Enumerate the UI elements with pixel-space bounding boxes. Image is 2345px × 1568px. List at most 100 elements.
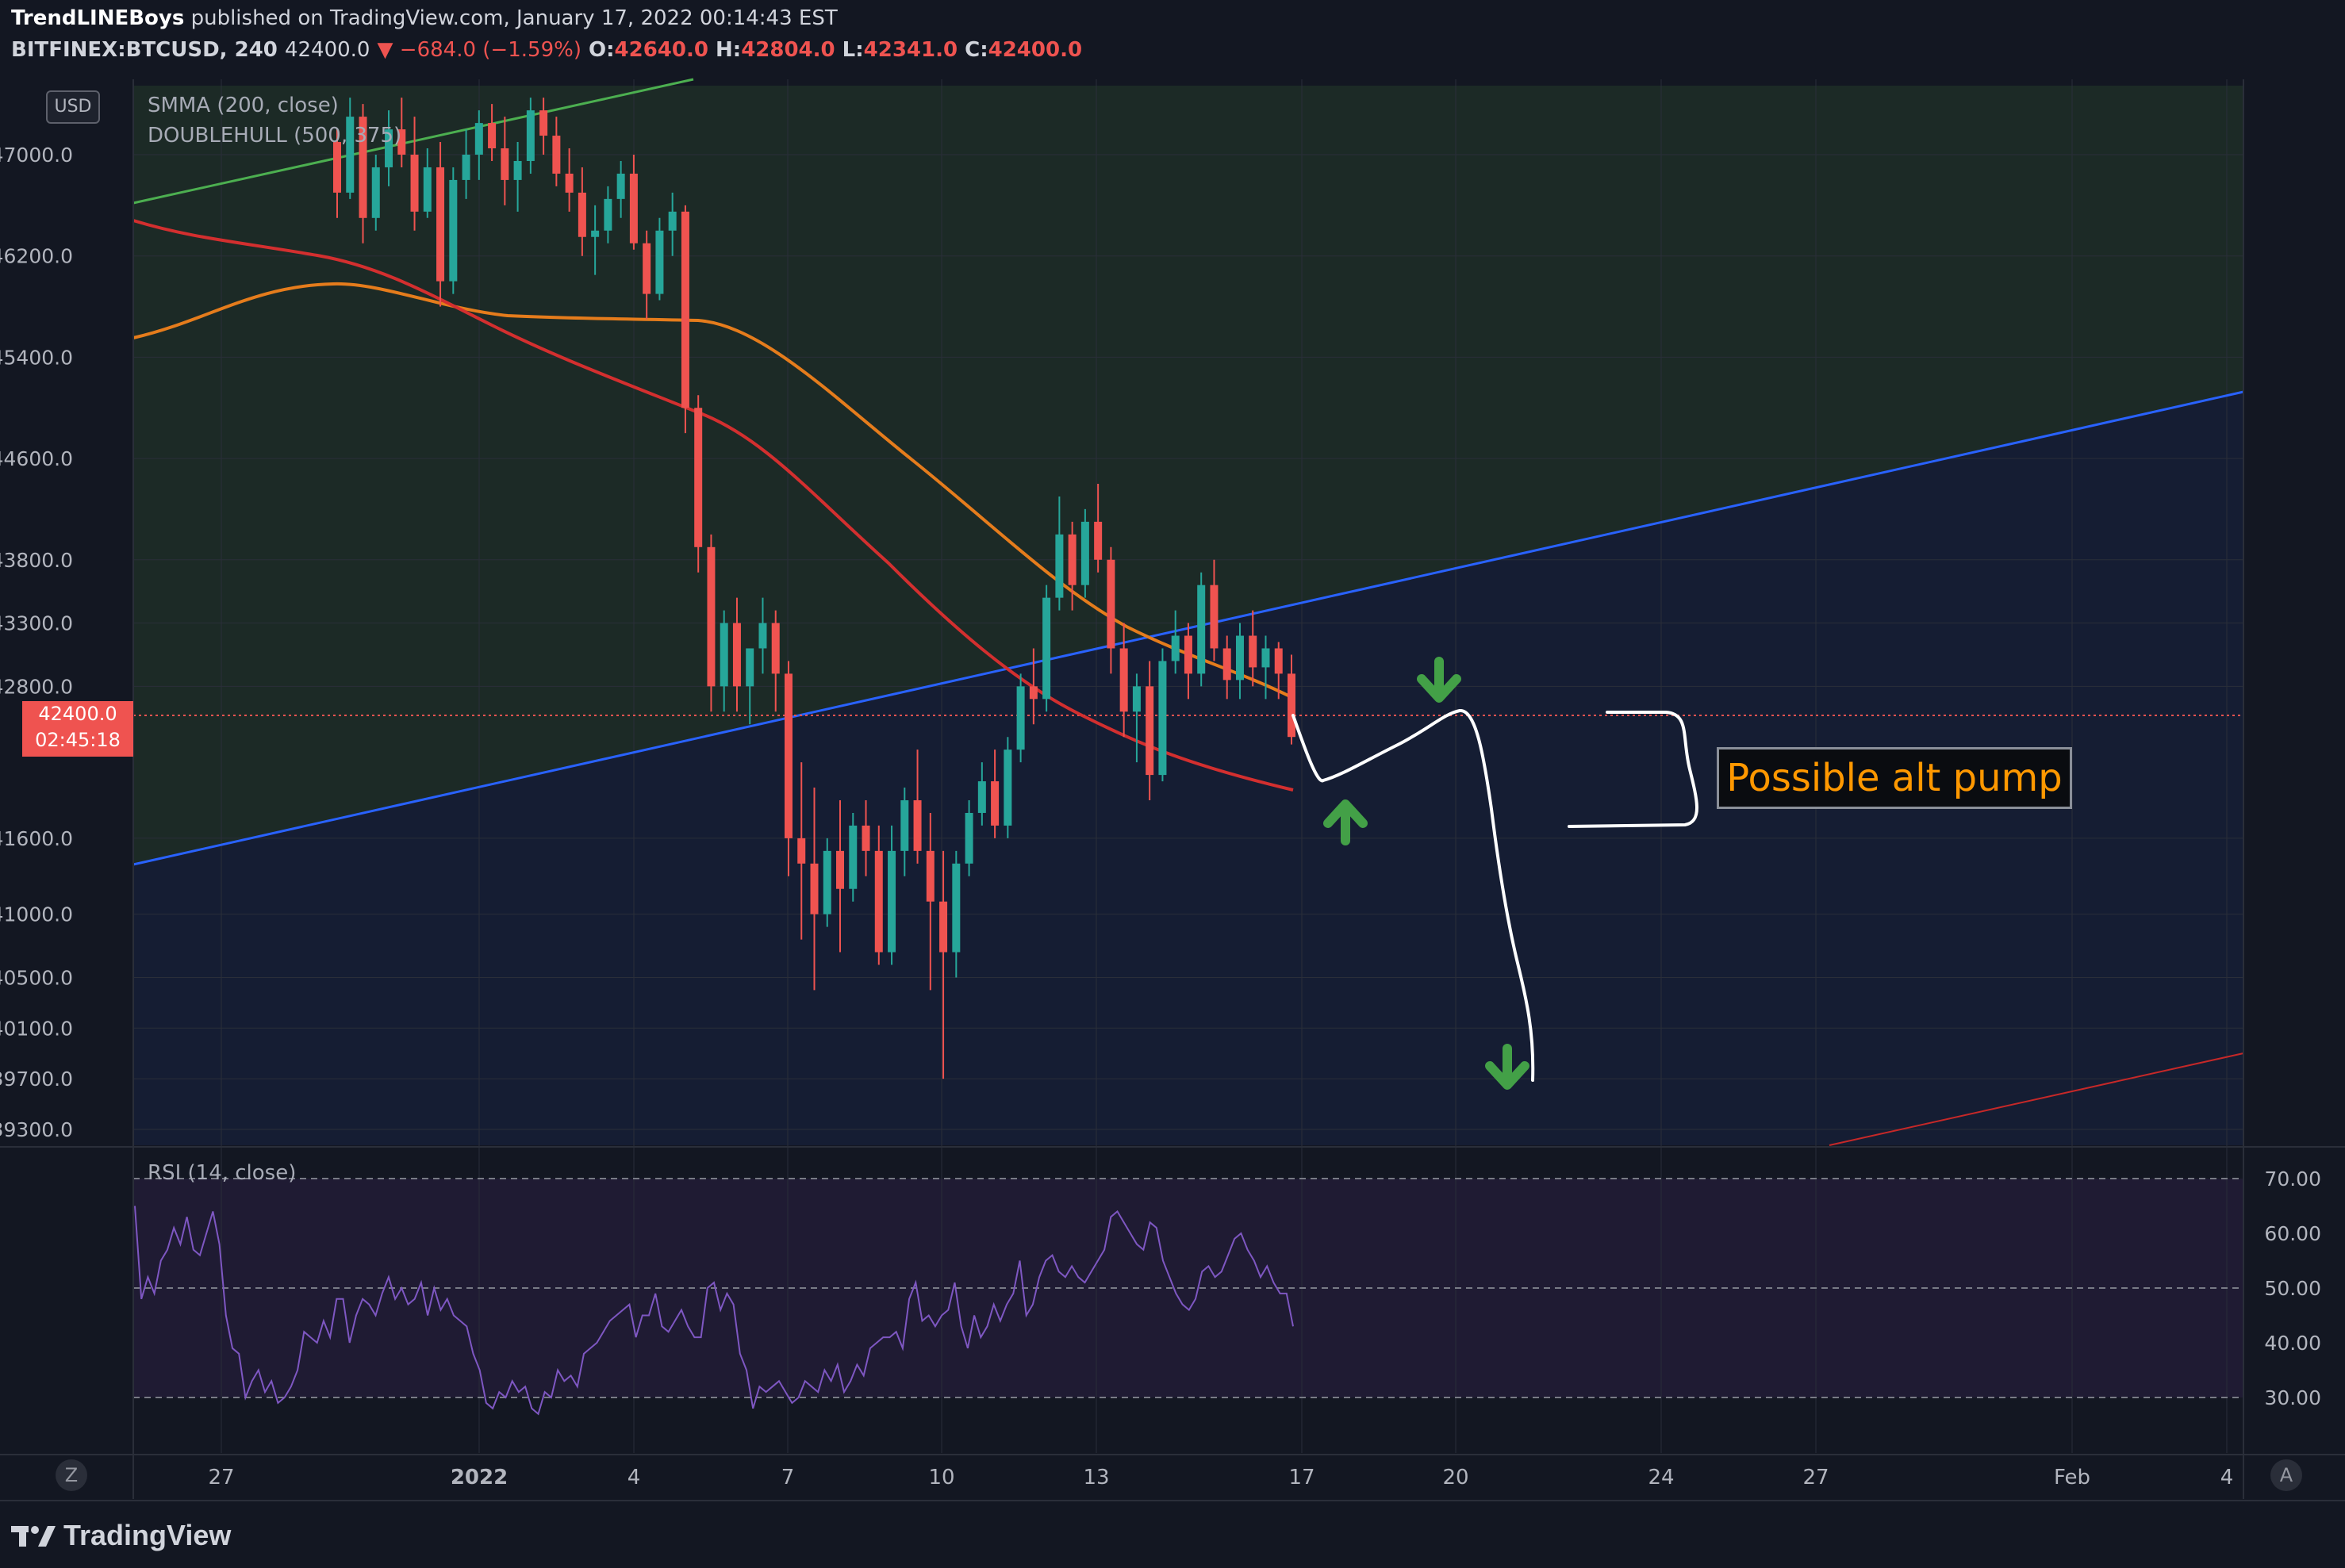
candle-body	[797, 838, 806, 864]
candle-body	[758, 623, 767, 649]
price-tick-label: 39300.0	[0, 1118, 73, 1141]
price-tick-label: 39700.0	[0, 1068, 73, 1091]
candle-body	[1094, 521, 1103, 560]
candle-body	[578, 192, 586, 237]
projection-path	[1291, 709, 1535, 1082]
price-tick-label: 46200.0	[0, 245, 73, 268]
candle-body	[643, 243, 651, 294]
price-tick-label: 43800.0	[0, 549, 73, 572]
candle-body	[939, 901, 948, 953]
candle-body	[720, 623, 728, 687]
candle-body	[1016, 686, 1025, 750]
candle-body	[1158, 661, 1167, 776]
last-price: 42400.0	[284, 38, 370, 62]
footer-brand[interactable]: TradingView	[11, 1519, 231, 1551]
candle-body	[746, 648, 754, 687]
time-tick-label: 4	[628, 1466, 641, 1489]
candle-body	[1029, 686, 1038, 700]
symbol-name[interactable]: BITFINEX:BTCUSD, 240	[11, 38, 278, 62]
candle-body	[488, 123, 497, 149]
rsi-tick-label: 60.00	[2264, 1222, 2321, 1245]
price-tick-label: 47000.0	[0, 144, 73, 167]
time-axis[interactable]: 27 2022 4 7 10 13 17 20 24 27 Feb 4	[208, 1466, 2233, 1489]
candle-body	[1261, 648, 1270, 668]
auto-scale-button[interactable]: A	[2270, 1459, 2302, 1491]
rsi-legend[interactable]: RSI (14, close)	[148, 1161, 297, 1185]
candle-body	[565, 173, 574, 193]
candle-body	[771, 623, 780, 674]
candle-body	[539, 110, 548, 136]
red-trendline	[1829, 1052, 2244, 1146]
low-label: L:	[842, 38, 864, 62]
candle-body	[668, 211, 677, 231]
candle-body	[501, 148, 509, 180]
price-tick-label: 41000.0	[0, 903, 73, 926]
time-tick-label: 27	[208, 1466, 234, 1489]
candle-body	[1184, 635, 1192, 674]
time-tick-label: 4	[2220, 1466, 2234, 1489]
candle-body	[836, 850, 845, 889]
time-tick-label: 20	[1442, 1466, 1468, 1489]
candle-body	[1107, 559, 1115, 649]
candle-body	[604, 198, 612, 231]
time-tick-label: Feb	[2054, 1466, 2090, 1489]
candle-body	[346, 117, 355, 193]
zoom-button-left[interactable]: Z	[56, 1459, 87, 1491]
candle-body	[784, 673, 793, 838]
candle-body	[552, 136, 561, 174]
candle-body	[977, 781, 986, 813]
candle-body	[474, 123, 483, 155]
candle-body	[513, 160, 522, 180]
publish-info: TrendLINEBoys published on TradingView.c…	[11, 6, 838, 30]
bear-zone-bg	[133, 392, 2243, 1145]
rsi-axis[interactable]: 70.00 60.00 50.00 40.00 30.00	[2264, 1167, 2321, 1409]
candle-body	[862, 825, 870, 851]
symbol-info: BITFINEX:BTCUSD, 240 42400.0 ▼ −684.0 (−…	[11, 38, 1082, 62]
time-tick-label: 27	[1802, 1466, 1829, 1489]
smma-legend[interactable]: SMMA (200, close)	[148, 94, 339, 117]
price-tick-label: 45400.0	[0, 346, 73, 369]
candle-body	[410, 155, 419, 212]
candle-body	[1132, 686, 1141, 712]
open-value: 42640.0	[614, 38, 708, 62]
candle-body	[1235, 635, 1244, 680]
candle-body	[823, 850, 831, 914]
publisher-name[interactable]: TrendLINEBoys	[11, 6, 185, 30]
time-tick-label: 10	[928, 1466, 954, 1489]
candle-body	[1197, 585, 1206, 674]
candle-body	[681, 211, 689, 408]
time-tick-label: 2022	[451, 1466, 508, 1489]
last-price-tag: 42400.0 02:45:18	[22, 701, 133, 757]
annotation-note[interactable]: Possible alt pump	[1717, 747, 2072, 809]
candle-body	[371, 167, 380, 218]
rsi-tick-label: 30.00	[2264, 1386, 2321, 1409]
rsi-tick-label: 50.00	[2264, 1277, 2321, 1300]
candle-body	[655, 230, 664, 294]
price-change: ▼ −684.0 (−1.59%)	[377, 38, 581, 62]
time-tick-label: 13	[1083, 1466, 1109, 1489]
tradingview-logo-icon	[11, 1526, 56, 1547]
candle-body	[359, 117, 367, 218]
candle-body	[1249, 635, 1257, 668]
time-tick-label: 7	[781, 1466, 795, 1489]
candle-body	[462, 155, 470, 180]
high-value: 42804.0	[741, 38, 835, 62]
published-text: published on TradingView.com, January 17…	[190, 6, 838, 30]
price-tick-label: 40500.0	[0, 966, 73, 989]
candle-body	[1119, 648, 1128, 712]
candle-body	[1210, 585, 1219, 649]
candle-body	[449, 179, 458, 282]
price-axis[interactable]: 47000.0 46200.0 45400.0 44600.0 43800.0 43300…	[0, 144, 73, 1141]
bracket-drawing	[1568, 711, 1698, 828]
rsi-tick-label: 40.00	[2264, 1332, 2321, 1355]
price-tag-countdown: 02:45:18	[35, 729, 121, 751]
candles	[333, 98, 1295, 1079]
rsi-tick-label: 70.00	[2264, 1167, 2321, 1190]
candle-body	[526, 110, 535, 161]
candle-body	[694, 408, 703, 547]
currency-badge[interactable]: USD	[46, 90, 100, 124]
candle-body	[888, 850, 896, 953]
candle-body	[913, 800, 922, 851]
doublehull-legend[interactable]: DOUBLEHULL (500, 375)	[148, 124, 402, 148]
